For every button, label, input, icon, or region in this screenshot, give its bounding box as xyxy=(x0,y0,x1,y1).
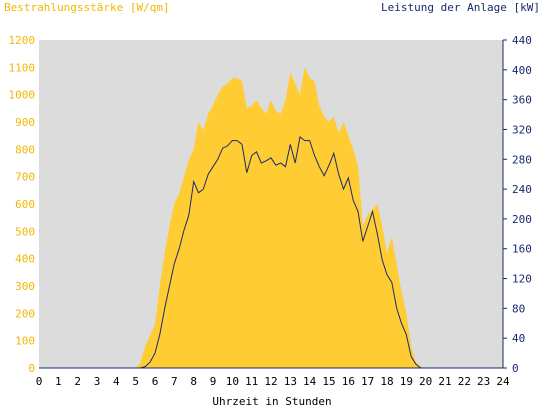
x-tick-label: 15 xyxy=(322,375,335,388)
x-tick-labels: 0 1 2 3 4 5 6 7 8 9 10 11 12 13 14 15 16 17 18 19 20 21 22 23 24 xyxy=(36,375,510,388)
left-tick-label: 400 xyxy=(15,253,35,266)
left-tick-label: 1100 xyxy=(9,61,36,74)
x-tick-label: 11 xyxy=(245,375,258,388)
left-tick-labels: 0 100 200 300 400 500 600 700 800 900 1000 1100 1200 xyxy=(9,34,36,375)
x-tick-label: 20 xyxy=(419,375,432,388)
left-axis-title: Bestrahlungsstärke [W/qm] xyxy=(4,1,170,14)
left-tick-label: 500 xyxy=(15,225,35,238)
x-tick-label: 24 xyxy=(496,375,510,388)
irradiance-area xyxy=(39,67,503,369)
x-tick-label: 5 xyxy=(132,375,139,388)
right-tick-labels: 0 40 80 120 160 200 240 280 320 360 400 440 xyxy=(503,34,532,375)
x-tick-label: 2 xyxy=(74,375,81,388)
right-tick-label: 80 xyxy=(512,302,525,315)
left-tick-label: 200 xyxy=(15,307,35,320)
x-tick-label: 10 xyxy=(226,375,239,388)
right-tick-label: 120 xyxy=(512,273,532,286)
x-tick-label: 4 xyxy=(113,375,120,388)
x-tick-label: 23 xyxy=(477,375,490,388)
x-tick-label: 9 xyxy=(210,375,217,388)
x-tick-label: 1 xyxy=(55,375,62,388)
left-tick-label: 700 xyxy=(15,171,35,184)
x-tick-label: 19 xyxy=(400,375,413,388)
left-tick-label: 0 xyxy=(28,362,35,375)
right-tick-label: 240 xyxy=(512,183,532,196)
right-tick-label: 280 xyxy=(512,153,532,166)
right-tick-label: 160 xyxy=(512,243,532,256)
right-tick-label: 40 xyxy=(512,332,525,345)
x-tick-label: 8 xyxy=(190,375,197,388)
left-tick-label: 1200 xyxy=(9,34,36,47)
x-axis-title: Uhrzeit in Stunden xyxy=(212,395,332,408)
x-tick-label: 3 xyxy=(94,375,101,388)
x-tick-label: 22 xyxy=(458,375,471,388)
right-tick-label: 360 xyxy=(512,94,532,107)
x-tick-label: 6 xyxy=(152,375,159,388)
power-line xyxy=(39,136,503,369)
left-tick-label: 100 xyxy=(15,335,35,348)
left-tick-label: 900 xyxy=(15,116,35,129)
right-axis-title: Leistung der Anlage [kW] xyxy=(381,1,540,14)
x-tick-label: 7 xyxy=(171,375,178,388)
right-tick-label: 200 xyxy=(512,213,532,226)
x-tick-label: 14 xyxy=(303,375,317,388)
right-tick-label: 320 xyxy=(512,123,532,136)
x-tick-label: 13 xyxy=(284,375,297,388)
axes-layer xyxy=(39,40,504,369)
left-tick-label: 300 xyxy=(15,280,35,293)
x-tick-label: 16 xyxy=(342,375,355,388)
left-tick-label: 800 xyxy=(15,143,35,156)
x-tick-label: 21 xyxy=(438,375,451,388)
right-tick-label: 440 xyxy=(512,34,532,47)
right-tick-label: 0 xyxy=(512,362,519,375)
x-tick-label: 18 xyxy=(380,375,393,388)
left-tick-label: 1000 xyxy=(9,89,36,102)
x-tick-label: 12 xyxy=(264,375,277,388)
right-tick-label: 400 xyxy=(512,64,532,77)
left-tick-label: 600 xyxy=(15,198,35,211)
x-tick-label: 17 xyxy=(361,375,374,388)
x-tick-label: 0 xyxy=(36,375,43,388)
